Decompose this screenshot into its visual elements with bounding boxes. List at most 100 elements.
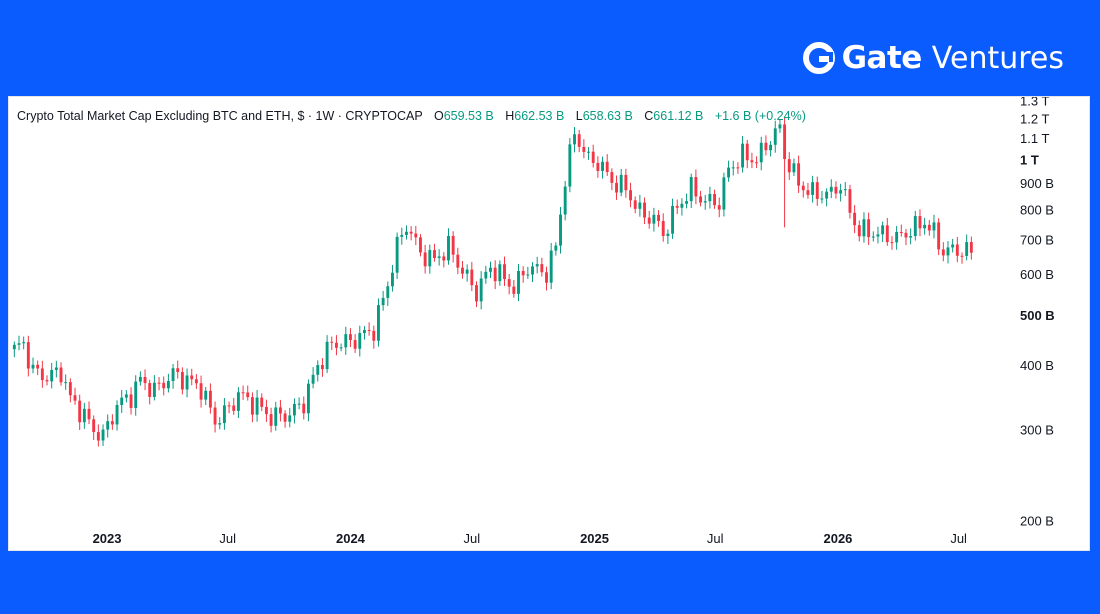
candle-body — [64, 382, 68, 384]
candle-body — [129, 394, 133, 408]
candle-body — [246, 392, 250, 398]
candle-body — [885, 225, 889, 243]
candle-body — [969, 242, 973, 253]
candle-body — [834, 186, 838, 194]
candle-body — [876, 234, 880, 237]
candle-body — [138, 376, 142, 382]
candle-body — [568, 144, 572, 187]
candle-body — [302, 403, 306, 414]
candle-body — [671, 205, 675, 234]
chart-title: Crypto Total Market Cap Excluding BTC an… — [17, 109, 423, 123]
candle-body — [152, 382, 156, 397]
candle-body — [176, 368, 180, 373]
open-value: 659.53 B — [443, 109, 494, 123]
candle-body — [941, 249, 945, 256]
candle-body — [573, 134, 576, 145]
candle-body — [134, 381, 138, 408]
candle-body — [899, 231, 903, 233]
candle-body — [862, 219, 866, 237]
candle-body — [190, 375, 194, 380]
candle-body — [535, 264, 539, 267]
candle-body — [825, 191, 829, 199]
candle-body — [297, 403, 301, 405]
candle-body — [283, 413, 287, 422]
candle-body — [241, 392, 245, 394]
candle-body — [778, 124, 782, 129]
candle-body — [92, 419, 96, 433]
candle-body — [204, 390, 208, 400]
candle-body — [531, 266, 534, 275]
candle-body — [951, 244, 955, 248]
candle-body — [54, 367, 58, 370]
x-tick-label: 2026 — [823, 531, 852, 546]
candle-body — [596, 162, 600, 171]
candle-body — [124, 394, 128, 398]
candle-body — [400, 234, 404, 237]
candle-body — [731, 167, 735, 169]
x-tick-label: Jul — [219, 531, 236, 546]
close-value: 661.12 B — [653, 109, 704, 123]
candle-body — [264, 406, 268, 415]
candle-body — [353, 340, 357, 349]
candle-body — [918, 216, 922, 229]
candle-body — [722, 177, 726, 210]
candle-body — [923, 224, 927, 229]
candle-body — [792, 163, 796, 173]
candle-body — [591, 151, 595, 163]
chart-panel: 1.3 T 1.2 T 1.1 T 1 T 900 B 800 B 700 B 600 B 50… — [8, 96, 1090, 551]
candle-body — [442, 256, 446, 261]
candle-body — [110, 421, 114, 425]
candle-body — [428, 250, 432, 267]
candle-body — [292, 403, 296, 416]
candle-body — [250, 397, 254, 415]
candle-body — [750, 160, 754, 163]
candle-body — [391, 272, 394, 287]
x-tick-label: Jul — [950, 531, 967, 546]
candle-body — [680, 203, 684, 208]
candle-body — [512, 286, 516, 294]
candle-body — [708, 193, 712, 202]
candle-body — [40, 368, 44, 381]
candle-body — [260, 397, 264, 407]
candle-body — [638, 202, 642, 209]
candle-body — [461, 267, 464, 274]
y-tick-label: 500 B — [1020, 308, 1055, 323]
gate-ventures-logo: Gate Ventures — [802, 40, 1064, 76]
candle-body — [451, 235, 455, 255]
candle-body — [363, 329, 366, 334]
candle-body — [45, 380, 49, 382]
candle-body — [26, 342, 30, 369]
candle-body — [559, 214, 562, 246]
candle-body — [222, 405, 226, 424]
candle-body — [848, 189, 852, 213]
candle-body — [208, 390, 212, 408]
y-tick-label: 1.1 T — [1020, 131, 1049, 146]
candle-body — [577, 134, 581, 147]
candle-body — [180, 372, 184, 390]
x-tick-label: 2023 — [93, 531, 122, 546]
candle-body — [274, 407, 278, 426]
candle-body — [12, 344, 16, 350]
candle-body — [526, 274, 530, 276]
candle-body — [82, 408, 86, 423]
candle-body — [489, 267, 492, 272]
candle-body — [601, 161, 604, 171]
candle-body — [867, 219, 871, 238]
y-tick-label: 900 B — [1020, 176, 1054, 191]
candle-body — [414, 233, 418, 238]
candle-body — [927, 224, 931, 231]
candle-body — [797, 163, 801, 186]
candle-body — [965, 242, 969, 256]
candle-body — [288, 415, 292, 422]
candle-body — [218, 423, 222, 425]
candle-body — [433, 250, 436, 259]
candle-body — [647, 217, 651, 224]
candle-body — [545, 272, 548, 283]
candle-body — [932, 222, 936, 231]
candle-body — [419, 237, 422, 253]
candle-body — [689, 177, 693, 202]
candle-body — [87, 408, 91, 420]
candle-body — [619, 174, 623, 193]
candle-body — [96, 432, 100, 441]
candle-body — [475, 285, 478, 302]
